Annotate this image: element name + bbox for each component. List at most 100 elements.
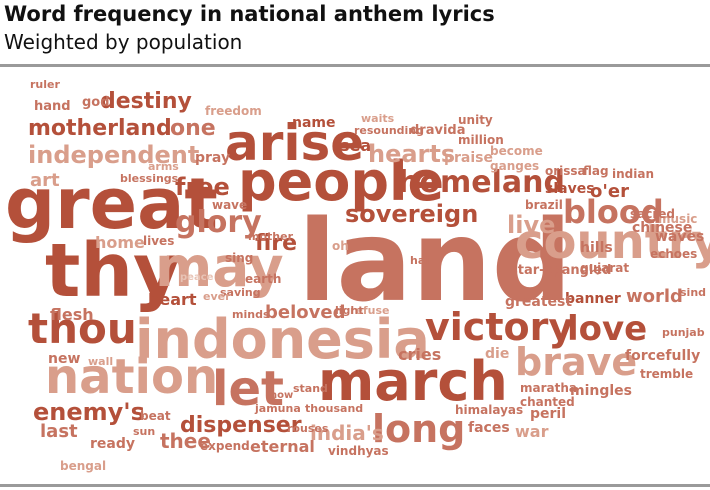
word: oh xyxy=(332,239,349,253)
word: glory xyxy=(175,205,262,240)
word: love xyxy=(567,309,647,349)
word: peace xyxy=(180,272,214,283)
word: sea xyxy=(340,136,371,155)
word: hail xyxy=(410,254,433,267)
word: minds xyxy=(232,308,270,321)
word: art xyxy=(30,170,60,191)
word: motherland xyxy=(28,116,172,141)
word: mother xyxy=(248,230,294,243)
word: tremble xyxy=(640,367,693,381)
title: Word frequency in national anthem lyrics xyxy=(4,2,495,26)
word: mingles xyxy=(570,383,632,399)
word: music xyxy=(658,212,697,226)
word: become xyxy=(490,144,543,158)
word: rouses xyxy=(287,422,329,435)
word: saving xyxy=(220,286,261,299)
word: hills xyxy=(580,240,613,256)
word: enemy's xyxy=(33,398,145,426)
word: cries xyxy=(398,345,441,364)
word: hearts xyxy=(368,140,455,168)
word: o'er xyxy=(590,181,629,202)
word: wave xyxy=(212,198,247,212)
word: fire xyxy=(255,231,297,256)
word: banner xyxy=(565,291,621,307)
word: vindhyas xyxy=(328,444,389,458)
word: orissa xyxy=(545,164,586,178)
word: slaves xyxy=(545,181,595,197)
word: gujarat xyxy=(580,261,629,275)
word: wall xyxy=(88,355,113,368)
word: land xyxy=(298,197,572,327)
word: indonesia xyxy=(135,308,430,371)
word: nation xyxy=(45,349,218,405)
word: expend xyxy=(200,439,250,453)
word: stand xyxy=(293,382,328,395)
word: free xyxy=(175,173,230,201)
word: blood xyxy=(563,193,664,231)
word: refuse xyxy=(350,304,390,317)
word: echoes xyxy=(650,247,697,261)
word: independent xyxy=(28,141,199,169)
word: march xyxy=(318,350,508,413)
word: blessings xyxy=(120,172,179,185)
word: last xyxy=(40,421,78,442)
word: dravida xyxy=(410,123,466,138)
word: ever xyxy=(203,290,231,303)
word: one xyxy=(170,116,216,141)
bottom-rule xyxy=(0,484,710,487)
word: star-spangled xyxy=(510,263,612,278)
word: chanted xyxy=(520,395,575,409)
word: maratha xyxy=(520,381,577,395)
word: beat xyxy=(140,409,171,423)
word: forcefully xyxy=(625,348,700,364)
word: beloved xyxy=(265,302,345,323)
word: sun xyxy=(133,425,155,438)
word: waves xyxy=(655,229,704,245)
word: jamuna xyxy=(254,402,301,415)
word: greatest xyxy=(505,294,572,310)
word: flag xyxy=(583,164,609,178)
word: god xyxy=(82,95,110,110)
word: destiny xyxy=(100,89,192,114)
word: dispenser xyxy=(180,413,302,438)
word: sacred xyxy=(630,207,675,221)
word: thou xyxy=(28,304,137,353)
word: great xyxy=(5,163,218,245)
word: thy xyxy=(45,228,181,314)
word: die xyxy=(485,346,509,362)
word: thee xyxy=(160,429,211,453)
word: name xyxy=(292,115,336,131)
word: freedom xyxy=(205,104,262,118)
word: million xyxy=(458,133,504,147)
word: flesh xyxy=(50,305,94,324)
word: himalayas xyxy=(455,403,523,417)
word: let xyxy=(212,361,284,417)
word: homeland xyxy=(398,165,565,200)
word: new xyxy=(48,351,80,367)
top-rule xyxy=(0,64,710,67)
word: brazil xyxy=(525,198,563,212)
word: sovereign xyxy=(345,200,478,228)
word: brave xyxy=(515,340,637,384)
word: ruler xyxy=(30,78,60,91)
word: may xyxy=(155,235,284,299)
word: unity xyxy=(458,113,493,127)
word: victory xyxy=(425,305,573,349)
word: long xyxy=(372,407,465,451)
word: light xyxy=(335,304,364,317)
word: live xyxy=(507,211,555,239)
word: praise xyxy=(444,150,493,166)
word: sind xyxy=(680,286,706,299)
word: indian xyxy=(612,167,654,181)
subtitle: Weighted by population xyxy=(4,30,243,54)
word: waits xyxy=(361,112,395,125)
word: heart xyxy=(148,290,197,309)
word: ready xyxy=(90,436,135,452)
word: now xyxy=(270,390,293,401)
word: country xyxy=(515,214,710,270)
word: eternal xyxy=(250,437,315,456)
word: pray xyxy=(195,150,230,166)
word: ganges xyxy=(490,159,539,173)
